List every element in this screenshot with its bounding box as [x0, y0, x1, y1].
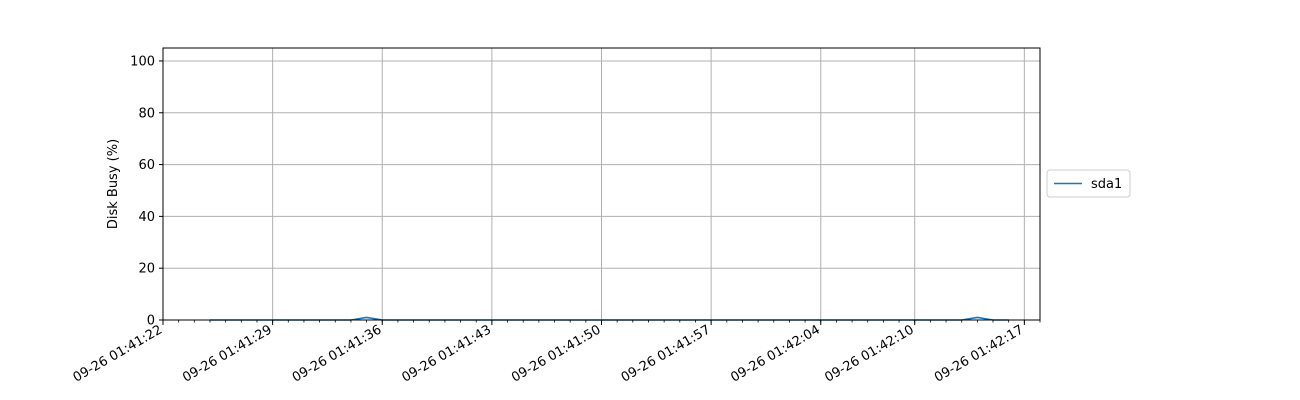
grid-lines — [162, 48, 1040, 321]
x-tick-label: 09-26 01:42:10 — [822, 322, 916, 385]
x-tick-label: 09-26 01:42:04 — [728, 322, 822, 385]
y-tick-label: 40 — [138, 210, 155, 225]
legend-box — [1046, 169, 1131, 198]
y-axis-label: Disk Busy (%) — [106, 139, 121, 229]
x-tick-label: 09-26 01:41:43 — [400, 322, 494, 385]
y-tick-label: 80 — [138, 106, 155, 121]
y-tick-label: 20 — [138, 262, 155, 277]
x-axis: 09-26 01:41:22 09-26 01:41:29 09-26 01:41:… — [71, 320, 1041, 386]
x-tick-label: 09-26 01:41:57 — [619, 322, 713, 385]
y-tick-label: 0 — [147, 314, 155, 329]
legend: sda1 — [1046, 169, 1131, 198]
y-tick-label: 60 — [138, 158, 155, 173]
y-tick-label: 100 — [130, 54, 155, 69]
x-tick-label: 09-26 01:41:50 — [509, 322, 603, 385]
x-tick-label: 09-26 01:42:17 — [932, 322, 1026, 385]
x-tick-label: 09-26 01:41:22 — [71, 322, 165, 385]
legend-label: sda1 — [1091, 177, 1122, 192]
x-tick-label: 09-26 01:41:36 — [290, 322, 384, 385]
y-axis: 0 20 40 60 80 100 — [130, 54, 163, 329]
x-tick-label: 09-26 01:41:29 — [180, 322, 274, 385]
